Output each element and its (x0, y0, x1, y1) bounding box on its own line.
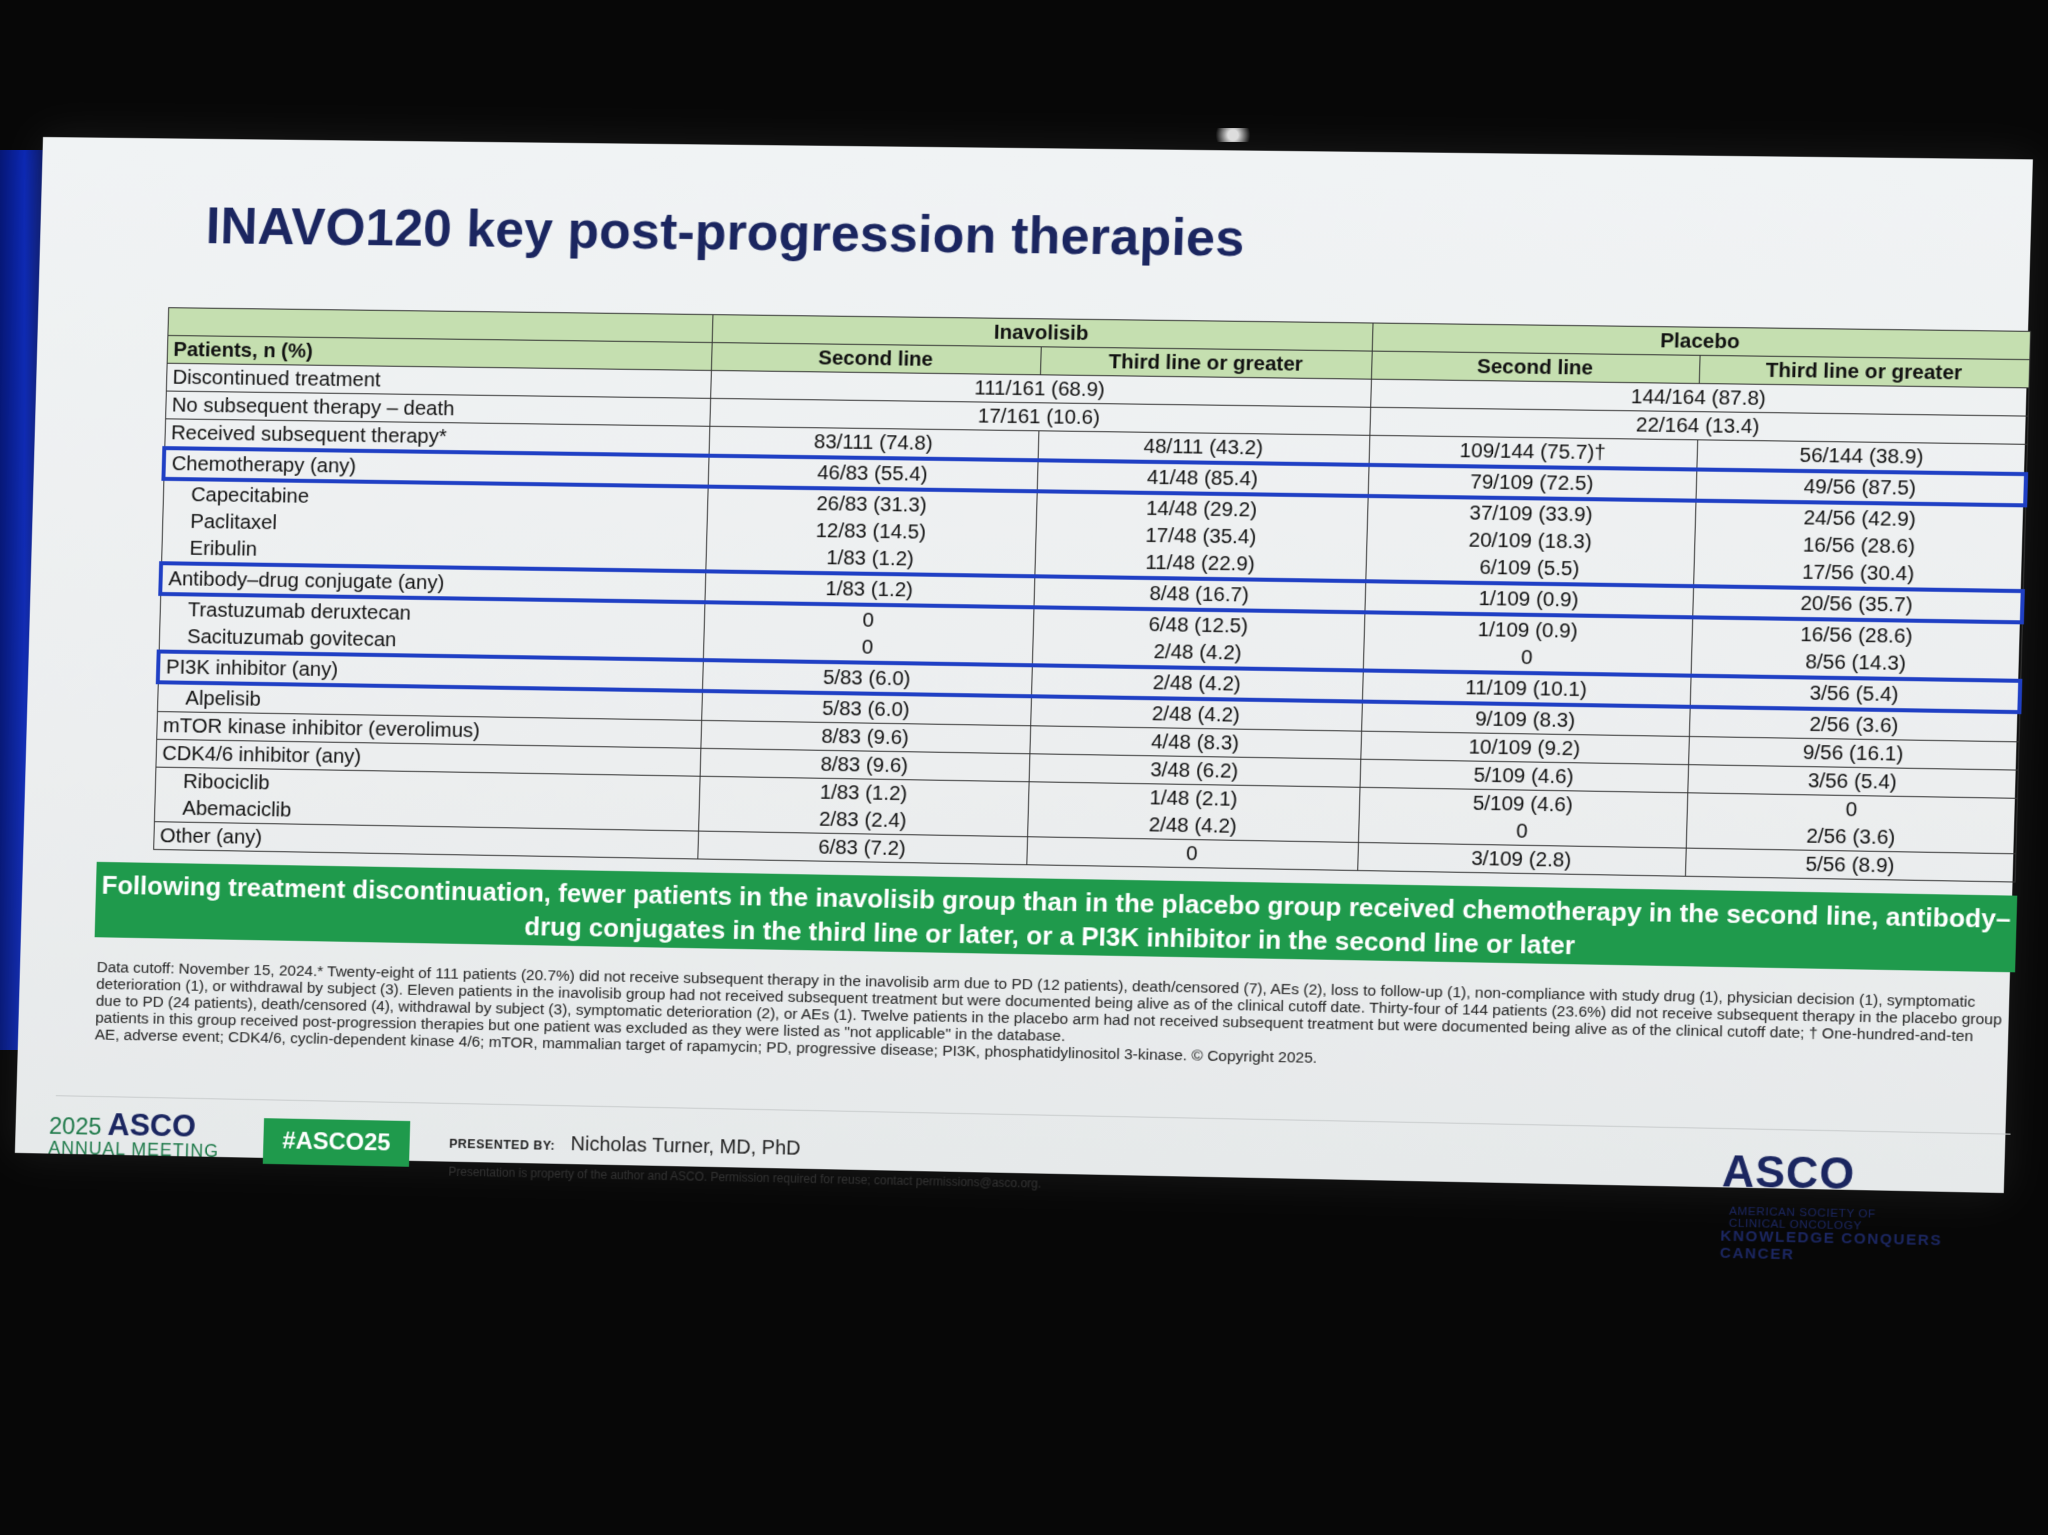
table-cell: 20/56 (35.7) (1692, 586, 2023, 623)
table-cell: 37/109 (33.9) (1366, 495, 1696, 530)
meeting-logo: 2025 ASCO ANNUAL MEETING (48, 1107, 220, 1161)
hashtag-badge: #ASCO25 (262, 1118, 411, 1167)
sub-header-inavolisib-second: Second line (710, 342, 1041, 375)
presented-by-label: PRESENTED BY: (449, 1136, 556, 1153)
slide-title: INAVO120 key post-progression therapies (205, 197, 1246, 268)
table-cell: 0 (1026, 836, 1358, 871)
permission-note: Presentation is property of the author a… (448, 1164, 1042, 1191)
sub-header-inavolisib-third: Third line or greater (1039, 346, 1372, 380)
table-cell: 5/56 (8.9) (1684, 848, 2016, 883)
projected-slide: INAVO120 key post-progression therapies … (14, 137, 2033, 1263)
sub-header-placebo-second: Second line (1370, 351, 1700, 384)
table-cell: 24/56 (42.9) (1694, 500, 2026, 535)
asco-logo-text: ASCO (1721, 1147, 1856, 1200)
table-cell: 8/48 (16.7) (1033, 576, 1366, 613)
table-cell: 41/48 (85.4) (1036, 460, 1369, 496)
table-cell: 26/83 (31.3) (706, 486, 1037, 521)
presenter-line: PRESENTED BY: Nicholas Turner, MD, PhD (449, 1131, 801, 1161)
table-cell: 83/111 (74.8) (708, 426, 1039, 461)
table-cell: 6/83 (7.2) (697, 831, 1028, 865)
table-cell: 48/111 (43.2) (1037, 430, 1370, 465)
asco-tagline: KNOWLEDGE CONQUERS CANCER (1719, 1227, 1943, 1264)
table-cell: 14/48 (29.2) (1035, 491, 1368, 526)
asco-logo: ASCO AMERICAN SOCIETY OF CLINICAL ONCOLO… (1720, 1147, 2005, 1268)
table-cell: 49/56 (87.5) (1695, 469, 2027, 506)
table-cell: 46/83 (55.4) (707, 455, 1038, 492)
table-cell: 1/83 (1.2) (704, 571, 1035, 608)
presenter-name: Nicholas Turner, MD, PhD (570, 1133, 801, 1160)
table-cell: 56/144 (38.9) (1696, 439, 2027, 475)
meeting-year: 2025 (48, 1112, 102, 1141)
stage-light (1205, 128, 1261, 142)
sub-header-placebo-third: Third line or greater (1698, 355, 2030, 388)
key-message-banner: Following treatment discontinuation, few… (94, 861, 2018, 973)
table-cell: 79/109 (72.5) (1367, 464, 1697, 501)
table-cell: 1/109 (0.9) (1364, 581, 1694, 618)
meeting-subtitle: ANNUAL MEETING (48, 1137, 220, 1161)
meeting-brand: ASCO (107, 1107, 197, 1144)
post-progression-table: Inavolisib Placebo Patients, n (%) Secon… (151, 307, 2032, 883)
table-cell: 3/109 (2.8) (1357, 842, 1686, 877)
footnotes: Data cutoff: November 15, 2024.* Twenty-… (95, 959, 2013, 1080)
table-cell: 109/144 (75.7)† (1368, 435, 1698, 470)
